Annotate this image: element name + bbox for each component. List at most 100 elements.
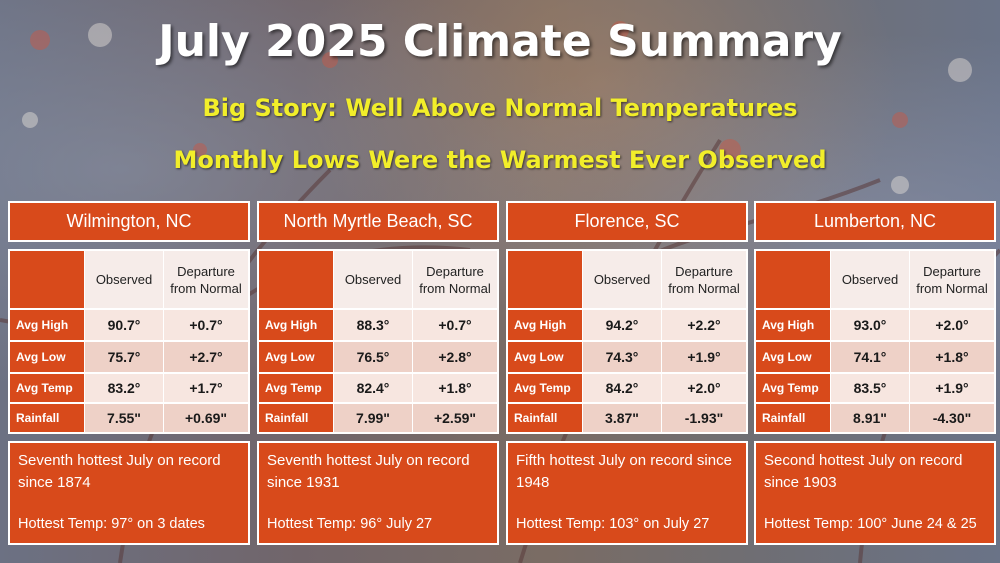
record-note: Second hottest July on record since 1903…: [754, 441, 996, 545]
table-row: Avg Low 75.7° +2.7°: [10, 342, 248, 372]
table-row: Avg Temp 83.2° +1.7°: [10, 374, 248, 402]
departure-header: Departure from Normal: [413, 251, 497, 308]
table-row: Avg Temp 83.5° +1.9°: [756, 374, 994, 402]
row-label: Avg High: [10, 310, 84, 340]
row-label: Avg Temp: [10, 374, 84, 402]
observed-value: 84.2°: [582, 374, 662, 402]
table-row: Rainfall 7.55" +0.69": [10, 404, 248, 432]
station-panel-florence: Florence, SC Observed Departure from Nor…: [506, 201, 748, 545]
observed-value: 75.7°: [84, 342, 164, 372]
rank-text: Seventh hottest July on record since 193…: [267, 452, 470, 491]
departure-value: +1.8°: [413, 374, 497, 402]
table-header-row: Observed Departure from Normal: [508, 251, 746, 308]
departure-value: +2.0°: [910, 310, 994, 340]
station-panel-wilmington: Wilmington, NC Observed Departure from N…: [8, 201, 250, 545]
observed-value: 90.7°: [84, 310, 164, 340]
hottest-temp-text: Hottest Temp: 103° on July 27: [516, 516, 710, 532]
departure-value: +0.7°: [413, 310, 497, 340]
row-label: Avg High: [756, 310, 830, 340]
observed-header: Observed: [830, 251, 910, 308]
row-label: Rainfall: [259, 404, 333, 432]
row-label: Rainfall: [10, 404, 84, 432]
observed-value: 8.91": [830, 404, 910, 432]
page-title: July 2025 Climate Summary: [158, 16, 842, 67]
hottest-temp-text: Hottest Temp: 96° July 27: [267, 516, 433, 532]
table-row: Avg High 94.2° +2.2°: [508, 310, 746, 340]
departure-value: +1.8°: [910, 342, 994, 372]
hottest-temp-text: Hottest Temp: 97° on 3 dates: [18, 516, 205, 532]
header-blank-cell: [259, 251, 333, 308]
table-row: Avg High 88.3° +0.7°: [259, 310, 497, 340]
observed-value: 82.4°: [333, 374, 413, 402]
row-label: Avg Low: [259, 342, 333, 372]
header-blank-cell: [756, 251, 830, 308]
row-label: Avg Temp: [756, 374, 830, 402]
departure-value: -1.93": [662, 404, 746, 432]
observed-value: 7.55": [84, 404, 164, 432]
table-row: Avg Temp 84.2° +2.0°: [508, 374, 746, 402]
header-blank-cell: [10, 251, 84, 308]
climate-table: Observed Departure from Normal Avg High …: [754, 249, 996, 434]
station-name: Lumberton, NC: [754, 201, 996, 242]
departure-value: +1.9°: [910, 374, 994, 402]
record-note: Fifth hottest July on record since 1948 …: [506, 441, 748, 545]
table-row: Avg Temp 82.4° +1.8°: [259, 374, 497, 402]
header-blank-cell: [508, 251, 582, 308]
observed-value: 88.3°: [333, 310, 413, 340]
row-label: Avg Low: [508, 342, 582, 372]
station-name: North Myrtle Beach, SC: [257, 201, 499, 242]
table-header-row: Observed Departure from Normal: [259, 251, 497, 308]
headline-subtitle: Big Story: Well Above Normal Temperature…: [202, 94, 798, 122]
station-name: Wilmington, NC: [8, 201, 250, 242]
row-label: Rainfall: [508, 404, 582, 432]
table-row: Avg Low 74.3° +1.9°: [508, 342, 746, 372]
departure-value: +2.7°: [164, 342, 248, 372]
hottest-temp-text: Hottest Temp: 100° June 24 & 25: [764, 516, 977, 532]
departure-value: +1.7°: [164, 374, 248, 402]
observed-header: Observed: [333, 251, 413, 308]
row-label: Avg High: [259, 310, 333, 340]
secondary-subtitle: Monthly Lows Were the Warmest Ever Obser…: [173, 146, 827, 174]
row-label: Avg High: [508, 310, 582, 340]
table-row: Avg Low 76.5° +2.8°: [259, 342, 497, 372]
observed-value: 76.5°: [333, 342, 413, 372]
departure-value: +2.2°: [662, 310, 746, 340]
observed-header: Observed: [84, 251, 164, 308]
observed-value: 3.87": [582, 404, 662, 432]
climate-table: Observed Departure from Normal Avg High …: [257, 249, 499, 434]
observed-value: 74.1°: [830, 342, 910, 372]
table-row: Avg High 93.0° +2.0°: [756, 310, 994, 340]
table-header-row: Observed Departure from Normal: [10, 251, 248, 308]
rank-text: Seventh hottest July on record since 187…: [18, 452, 221, 491]
row-label: Rainfall: [756, 404, 830, 432]
departure-header: Departure from Normal: [164, 251, 248, 308]
departure-header: Departure from Normal: [662, 251, 746, 308]
observed-value: 74.3°: [582, 342, 662, 372]
departure-value: +2.0°: [662, 374, 746, 402]
observed-value: 93.0°: [830, 310, 910, 340]
row-label: Avg Temp: [508, 374, 582, 402]
station-name: Florence, SC: [506, 201, 748, 242]
climate-table: Observed Departure from Normal Avg High …: [8, 249, 250, 434]
departure-value: -4.30": [910, 404, 994, 432]
row-label: Avg Low: [10, 342, 84, 372]
observed-value: 83.5°: [830, 374, 910, 402]
table-row: Rainfall 3.87" -1.93": [508, 404, 746, 432]
table-header-row: Observed Departure from Normal: [756, 251, 994, 308]
station-panel-north-myrtle-beach: North Myrtle Beach, SC Observed Departur…: [257, 201, 499, 545]
table-row: Avg Low 74.1° +1.8°: [756, 342, 994, 372]
rank-text: Fifth hottest July on record since 1948: [516, 452, 732, 491]
observed-value: 94.2°: [582, 310, 662, 340]
table-row: Avg High 90.7° +0.7°: [10, 310, 248, 340]
row-label: Avg Temp: [259, 374, 333, 402]
record-note: Seventh hottest July on record since 187…: [8, 441, 250, 545]
climate-table: Observed Departure from Normal Avg High …: [506, 249, 748, 434]
observed-header: Observed: [582, 251, 662, 308]
departure-value: +2.59": [413, 404, 497, 432]
row-label: Avg Low: [756, 342, 830, 372]
table-row: Rainfall 7.99" +2.59": [259, 404, 497, 432]
observed-value: 7.99": [333, 404, 413, 432]
table-row: Rainfall 8.91" -4.30": [756, 404, 994, 432]
station-panel-lumberton: Lumberton, NC Observed Departure from No…: [754, 201, 996, 545]
record-note: Seventh hottest July on record since 193…: [257, 441, 499, 545]
